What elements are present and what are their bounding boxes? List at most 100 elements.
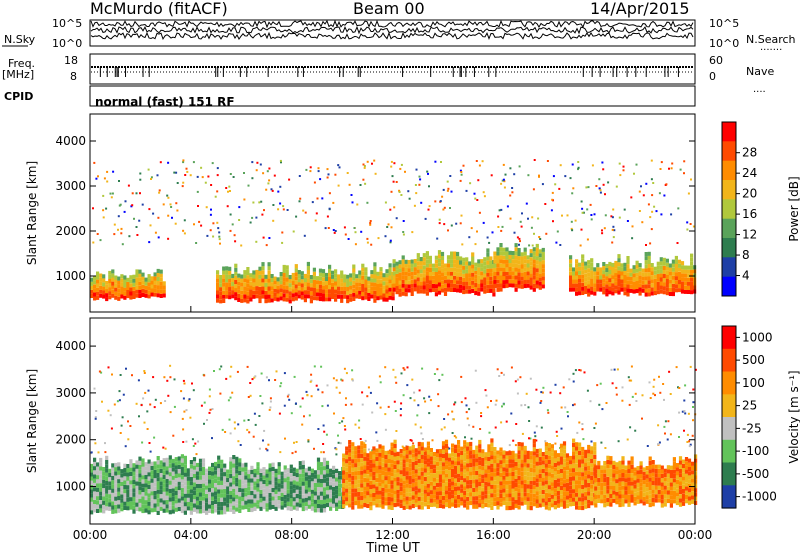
- echo-cell: [111, 476, 115, 481]
- echo-cell: [526, 283, 530, 288]
- echo-cell: [345, 446, 349, 451]
- echo-cell: [677, 271, 682, 276]
- echo-cell: [315, 280, 320, 285]
- speckle: [478, 211, 481, 214]
- echo-cell: [584, 281, 588, 286]
- echo-cell: [315, 296, 320, 301]
- echo-cell: [195, 475, 200, 480]
- speckle: [272, 204, 275, 206]
- echo-cell: [603, 498, 607, 504]
- echo-cell: [105, 502, 109, 507]
- echo-cell: [481, 499, 485, 505]
- echo-cell: [111, 281, 115, 286]
- echo-cell: [417, 475, 421, 480]
- speckle: [503, 180, 506, 183]
- echo-cell: [472, 479, 476, 484]
- echo-cell: [399, 482, 403, 487]
- echo-cell: [243, 278, 247, 283]
- echo-cell: [186, 489, 190, 494]
- echo-cell: [578, 262, 582, 267]
- echo-cell: [274, 494, 278, 499]
- speckle: [541, 183, 544, 186]
- echo-cell: [487, 456, 491, 462]
- echo-cell: [529, 489, 533, 494]
- echo-cell: [393, 473, 397, 478]
- echo-cell: [526, 497, 530, 502]
- echo-cell: [508, 267, 512, 272]
- echo-cell: [636, 495, 640, 500]
- echo-cell: [217, 493, 221, 498]
- speckle: [216, 174, 219, 177]
- echo-cell: [437, 266, 442, 271]
- echo-cell: [523, 445, 527, 451]
- speckle: [138, 219, 141, 222]
- echo-cell: [650, 267, 654, 272]
- echo-cell: [399, 478, 403, 483]
- echo-cell: [444, 481, 449, 486]
- echo-cell: [304, 506, 308, 511]
- echo-cell: [217, 506, 221, 511]
- speckle: [409, 439, 412, 441]
- echo-cell: [99, 457, 103, 463]
- echo-cell: [295, 498, 299, 503]
- echo-cell: [581, 467, 585, 473]
- speckle: [519, 376, 522, 379]
- speckle: [251, 378, 254, 381]
- echo-cell: [593, 442, 597, 447]
- echo-cell: [240, 282, 244, 287]
- echo-cell: [523, 454, 527, 459]
- echo-cell: [388, 279, 392, 284]
- echo-cell: [238, 470, 242, 476]
- echo-cell: [659, 285, 663, 290]
- speckle: [320, 365, 323, 368]
- echo-cell: [313, 503, 317, 509]
- echo-cell: [520, 501, 524, 506]
- echo-cell: [346, 287, 350, 292]
- speckle: [225, 187, 228, 189]
- echo-cell: [550, 465, 554, 470]
- echo-cell: [505, 468, 509, 473]
- echo-cell: [466, 459, 470, 464]
- echo-cell: [481, 487, 485, 492]
- echo-cell: [559, 464, 564, 469]
- echo-cell: [493, 459, 497, 464]
- echo-cell: [262, 500, 266, 505]
- echo-cell: [435, 461, 440, 467]
- echo-cell: [205, 485, 209, 490]
- echo-cell: [578, 291, 582, 296]
- echo-cell: [117, 462, 121, 467]
- speckle: [260, 200, 263, 203]
- speckle: [529, 437, 532, 440]
- echo-cell: [605, 276, 609, 281]
- echo-cell: [402, 505, 406, 510]
- echo-cell: [431, 271, 435, 276]
- echo-cell: [247, 474, 251, 479]
- echo-cell: [378, 478, 382, 483]
- echo-cell: [223, 510, 227, 515]
- echo-cell: [264, 274, 268, 279]
- echo-cell: [165, 483, 169, 488]
- echo-cell: [435, 474, 440, 479]
- echo-cell: [441, 453, 446, 458]
- echo-cell: [324, 285, 329, 290]
- echo-cell: [405, 458, 409, 463]
- speckle: [518, 165, 521, 168]
- echo-cell: [587, 478, 591, 483]
- echo-cell: [484, 464, 488, 469]
- echo-cell: [429, 481, 433, 486]
- echo-cell: [238, 458, 242, 463]
- echo-cell: [483, 277, 487, 282]
- echo-cell: [629, 276, 633, 281]
- speckle: [650, 228, 653, 231]
- echo-cell: [189, 481, 193, 486]
- echo-cell: [499, 451, 503, 456]
- speckle: [433, 373, 436, 375]
- echo-cell: [267, 286, 271, 291]
- echo-cell: [364, 291, 368, 296]
- echo-cell: [590, 282, 594, 287]
- echo-cell: [382, 289, 386, 294]
- speckle: [181, 185, 184, 188]
- echo-cell: [379, 279, 383, 284]
- speckle: [453, 403, 456, 406]
- echo-cell: [381, 475, 385, 480]
